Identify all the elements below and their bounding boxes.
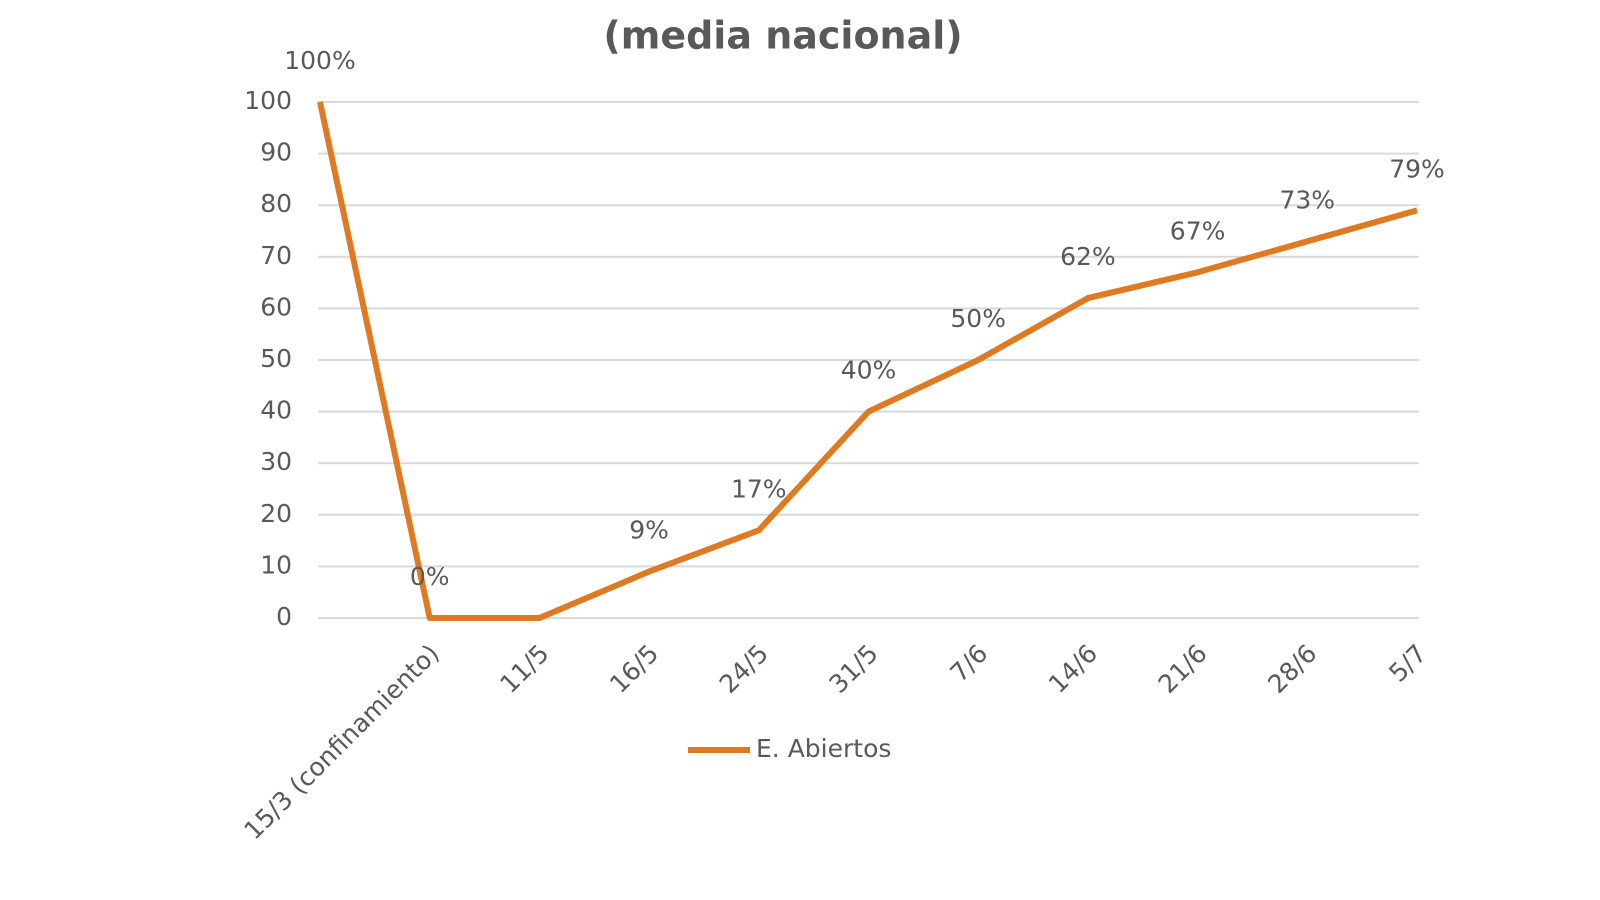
y-tick-label: 80 [260, 189, 292, 218]
chart-title: (media nacional) [603, 14, 962, 58]
y-tick-label: 40 [260, 396, 292, 425]
data-label: 67% [1170, 216, 1226, 245]
y-tick-label: 10 [260, 550, 292, 579]
data-label: 40% [841, 356, 897, 385]
data-label: 9% [629, 516, 669, 545]
x-tick-label: 31/5 [823, 639, 883, 699]
y-tick-label: 30 [260, 447, 292, 476]
data-label: 73% [1280, 185, 1336, 214]
y-tick-label: 50 [260, 344, 292, 373]
x-tick-label: 21/6 [1153, 639, 1213, 699]
x-tick-label: 14/6 [1043, 639, 1103, 699]
y-tick-label: 20 [260, 499, 292, 528]
y-tick-label: 60 [260, 292, 292, 321]
x-tick-label: 5/7 [1383, 639, 1432, 688]
data-label: 79% [1389, 154, 1445, 183]
y-tick-label: 100 [244, 86, 292, 115]
legend-label: E. Abiertos [756, 734, 891, 763]
data-label: 0% [410, 562, 450, 591]
x-tick-label: 15/3 (confinamiento) [238, 639, 444, 845]
y-tick-label: 90 [260, 138, 292, 167]
y-tick-label: 70 [260, 241, 292, 270]
x-tick-label: 7/6 [944, 639, 993, 688]
data-label: 17% [731, 474, 787, 503]
x-tick-label: 16/5 [604, 639, 664, 699]
data-label: 62% [1060, 242, 1116, 271]
x-tick-label: 11/5 [494, 639, 554, 699]
data-label: 100% [284, 46, 355, 75]
y-tick-label: 0 [276, 602, 292, 631]
data-label: 50% [950, 304, 1006, 333]
x-tick-label: 24/5 [714, 639, 774, 699]
data-line [317, 101, 1418, 621]
x-tick-label: 28/6 [1262, 639, 1322, 699]
